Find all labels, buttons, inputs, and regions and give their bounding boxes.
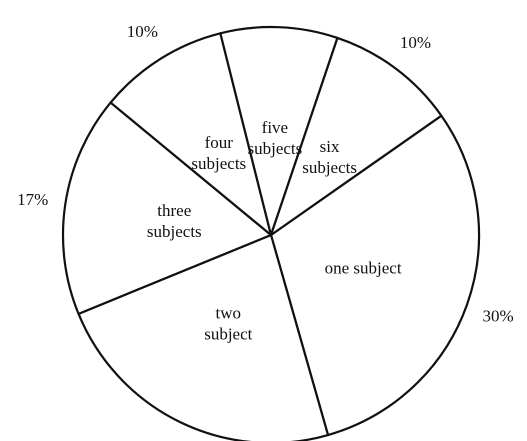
slice-label-line: subjects <box>191 154 246 173</box>
percent-label-4: 10% <box>127 22 158 41</box>
slice-label-4: four subjects <box>191 133 246 173</box>
percent-label-1: 30% <box>483 307 514 326</box>
slice-label-5: five subjects <box>248 118 303 158</box>
slices-layer <box>61 25 481 441</box>
pie-slice-6 <box>269 36 443 237</box>
slice-label-line: four <box>205 133 234 152</box>
slice-label-line: three <box>157 201 191 220</box>
slice-label-line: subjects <box>302 158 357 177</box>
slice-label-6: six subjects <box>302 137 357 177</box>
slice-label-2: two subject <box>204 303 252 343</box>
pie-slice-3 <box>61 101 273 315</box>
slice-label-line: subjects <box>147 222 202 241</box>
slice-label-line: five <box>262 118 288 137</box>
pie-slice-2 <box>77 233 330 441</box>
slice-label-line: subjects <box>248 139 303 158</box>
percent-label-6: 10% <box>400 33 431 52</box>
pie-slice-1 <box>269 114 481 437</box>
slice-label-line: one subject <box>325 259 402 278</box>
slice-label-3: three subjects <box>147 201 202 241</box>
pie-slice-5 <box>219 25 339 237</box>
percent-label-3: 17% <box>17 190 48 209</box>
percent-label-5: 9% <box>269 0 292 4</box>
slice-label-line: six <box>320 137 340 156</box>
slice-label-line: two <box>216 303 242 322</box>
pie-slice-4 <box>109 32 273 237</box>
labels-layer: one subject30%twosubject23%threesubjects… <box>17 0 514 343</box>
slice-label-line: subject <box>204 324 252 343</box>
slice-label-1: one subject <box>325 259 402 278</box>
